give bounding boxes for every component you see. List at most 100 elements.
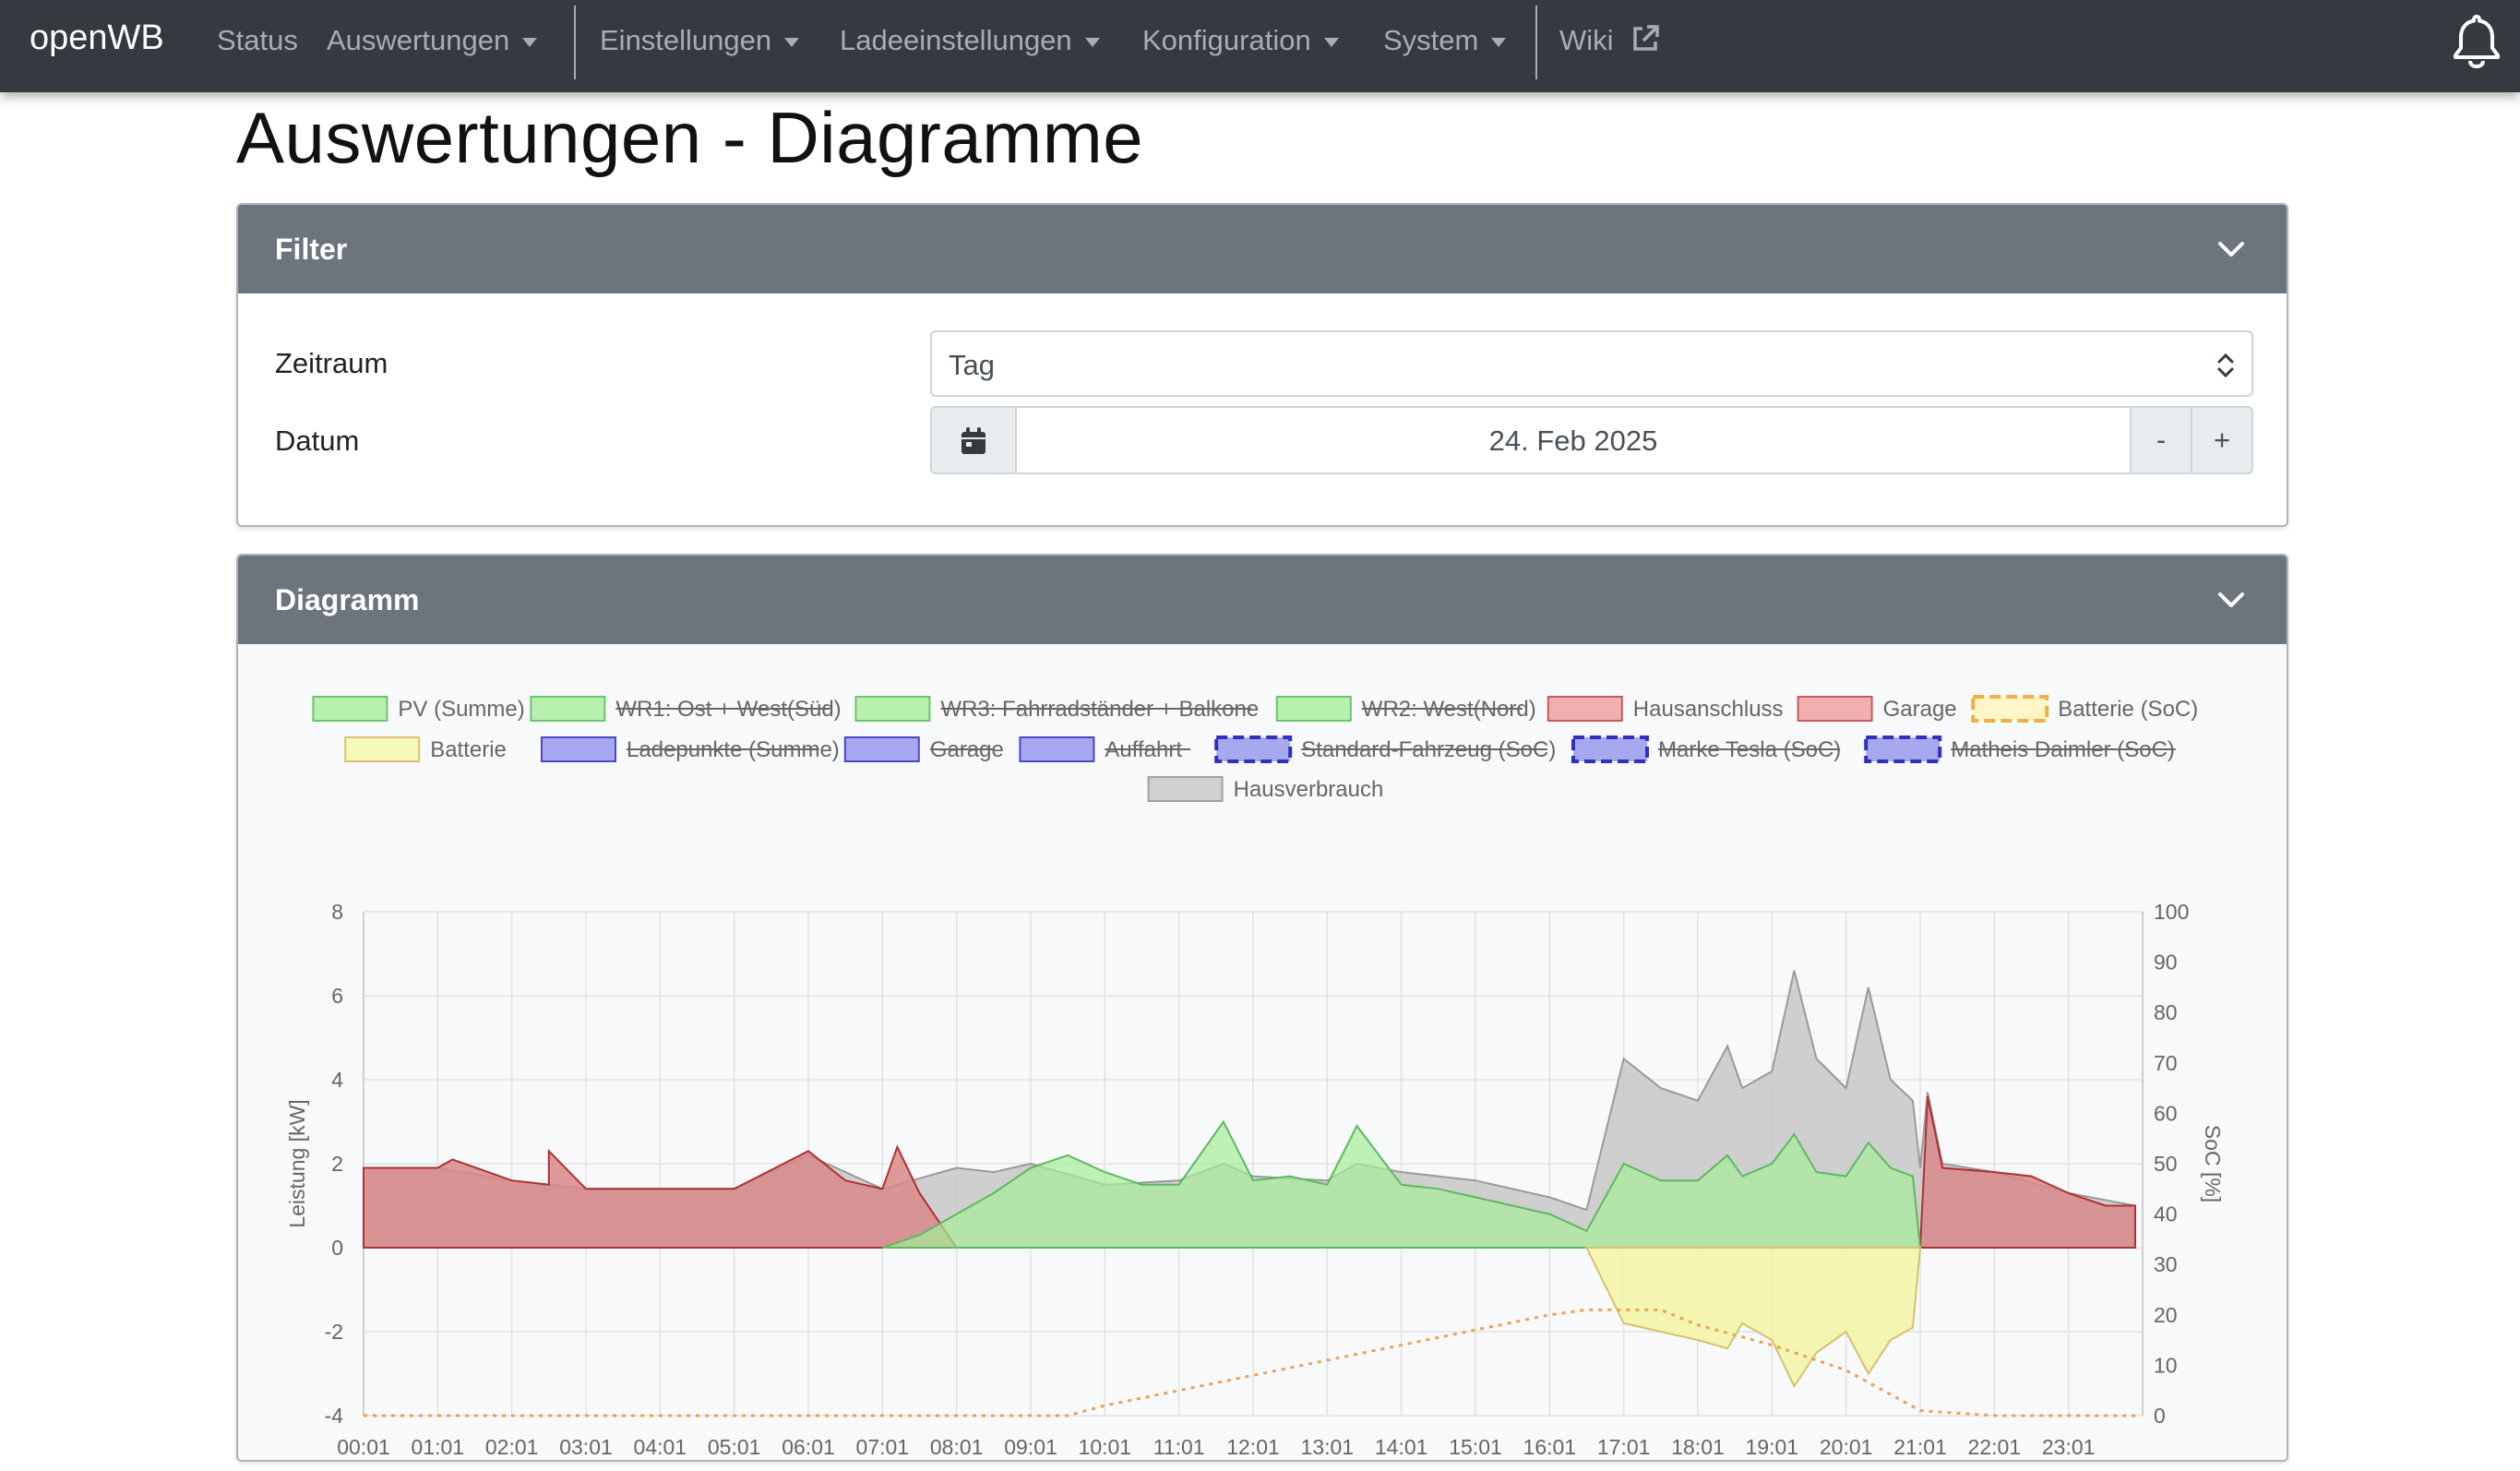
y-tick-label: 4 bbox=[331, 1068, 343, 1092]
y2-tick-label: 50 bbox=[2154, 1152, 2178, 1176]
diagram-card: Diagramm PV (Summe) WR1: Ost + West(Süd) W… bbox=[236, 554, 2288, 1462]
x-tick-label: 11:01 bbox=[1153, 1435, 1205, 1456]
legend-swatch[interactable] bbox=[312, 696, 388, 722]
legend-swatch[interactable] bbox=[1147, 776, 1224, 802]
legend-swatch[interactable] bbox=[541, 736, 616, 762]
filter-card-header[interactable]: Filter bbox=[238, 205, 2287, 293]
legend-swatch[interactable] bbox=[1571, 736, 1649, 763]
x-tick-label: 17:01 bbox=[1597, 1435, 1651, 1456]
calendar-icon bbox=[961, 427, 985, 454]
filter-card: Filter Zeitraum Tag Datum bbox=[236, 203, 2288, 527]
y-tick-label: -2 bbox=[325, 1320, 343, 1344]
y2-tick-label: 10 bbox=[2154, 1353, 2178, 1377]
x-tick-label: 18:01 bbox=[1671, 1435, 1725, 1456]
nav-wiki[interactable]: Wiki bbox=[1559, 24, 1660, 57]
filter-body: Zeitraum Tag Datum 24. Feb 2025 - + bbox=[238, 293, 2287, 525]
nav-system[interactable]: System bbox=[1383, 24, 1507, 57]
x-tick-label: 03:01 bbox=[559, 1435, 613, 1456]
date-minus-button[interactable]: - bbox=[2130, 408, 2191, 472]
datum-value[interactable]: 24. Feb 2025 bbox=[1488, 425, 1658, 457]
legend-swatch[interactable] bbox=[1864, 736, 1942, 763]
nav-einstellungen[interactable]: Einstellungen bbox=[600, 24, 800, 57]
y2-tick-label: 80 bbox=[2154, 1000, 2178, 1024]
y2-tick-label: 90 bbox=[2154, 951, 2178, 975]
legend-swatch[interactable] bbox=[1797, 696, 1873, 722]
x-tick-label: 16:01 bbox=[1523, 1435, 1577, 1456]
legend-swatch[interactable] bbox=[1547, 696, 1623, 722]
y-tick-label: 2 bbox=[331, 1152, 343, 1176]
legend-label[interactable]: Batterie bbox=[430, 737, 507, 762]
nav-separator bbox=[1535, 6, 1537, 79]
chevron-down-icon[interactable] bbox=[2213, 231, 2250, 268]
bell-icon[interactable] bbox=[2451, 13, 2502, 68]
chart-area: PV (Summe) WR1: Ost + West(Süd) WR3: Fahrr… bbox=[238, 644, 2287, 1460]
date-plus-button[interactable]: + bbox=[2191, 408, 2251, 472]
series-batterie-area bbox=[1584, 1247, 1922, 1389]
zeitraum-value: Tag bbox=[949, 349, 995, 381]
legend-swatch[interactable] bbox=[1019, 736, 1095, 762]
y2-tick-label: 100 bbox=[2154, 900, 2189, 924]
y2-axis-title: SoC [%] bbox=[2201, 1125, 2225, 1202]
caret-down-icon bbox=[1323, 37, 1339, 47]
x-tick-label: 01:01 bbox=[412, 1435, 465, 1456]
legend-swatch[interactable] bbox=[843, 736, 920, 762]
y-axis-title: Leistung [kW] bbox=[285, 1099, 309, 1227]
brand-logo[interactable]: openWB bbox=[30, 18, 164, 57]
x-tick-label: 22:01 bbox=[1968, 1435, 2022, 1456]
x-tick-label: 10:01 bbox=[1079, 1435, 1132, 1456]
x-tick-label: 23:01 bbox=[2042, 1435, 2096, 1456]
caret-down-icon bbox=[522, 37, 538, 47]
legend-swatch[interactable] bbox=[1971, 695, 2049, 723]
legend-label[interactable]: Hausverbrauch bbox=[1234, 777, 1384, 802]
x-tick-label: 02:01 bbox=[485, 1435, 539, 1456]
y2-tick-label: 40 bbox=[2154, 1202, 2178, 1226]
legend-label[interactable]: Hausanschluss bbox=[1633, 697, 1784, 722]
legend-swatch[interactable] bbox=[1275, 696, 1352, 722]
nav-status[interactable]: Status bbox=[217, 24, 298, 56]
datum-label: Datum bbox=[275, 425, 360, 457]
filter-title: Filter bbox=[275, 233, 348, 266]
legend-swatch[interactable] bbox=[530, 696, 606, 722]
y-tick-label: -4 bbox=[325, 1404, 344, 1428]
caret-down-icon bbox=[784, 37, 800, 47]
series-pv-area bbox=[882, 1119, 1922, 1249]
y-tick-label: 8 bbox=[331, 900, 343, 924]
x-tick-label: 14:01 bbox=[1375, 1435, 1428, 1456]
diagram-card-header[interactable]: Diagramm bbox=[238, 556, 2287, 644]
y2-tick-label: 70 bbox=[2154, 1051, 2178, 1075]
power-chart: PV (Summe) WR1: Ost + West(Süd) WR3: Fahrr… bbox=[285, 695, 2225, 1459]
select-arrows-icon bbox=[2217, 353, 2234, 378]
caret-down-icon bbox=[1084, 37, 1100, 47]
y-tick-label: 0 bbox=[331, 1236, 343, 1260]
legend-label[interactable]: PV (Summe) bbox=[398, 697, 524, 722]
y2-tick-label: 60 bbox=[2154, 1101, 2178, 1125]
x-tick-label: 06:01 bbox=[782, 1435, 835, 1456]
y2-tick-label: 20 bbox=[2154, 1303, 2178, 1327]
x-tick-label: 19:01 bbox=[1746, 1435, 1799, 1456]
legend-swatch[interactable] bbox=[344, 736, 421, 762]
diagram-title: Diagramm bbox=[275, 583, 420, 616]
x-tick-label: 08:01 bbox=[930, 1435, 984, 1456]
legend-swatch[interactable] bbox=[854, 696, 931, 722]
legend-label[interactable]: Batterie (SoC) bbox=[2058, 697, 2198, 722]
y-tick-label: 6 bbox=[331, 984, 343, 1008]
page-title: Auswertungen - Diagramme bbox=[236, 97, 1144, 178]
nav-konfiguration[interactable]: Konfiguration bbox=[1142, 24, 1339, 57]
datum-input-group: 24. Feb 2025 - + bbox=[930, 406, 2253, 474]
zeitraum-select[interactable]: Tag bbox=[930, 330, 2253, 397]
x-tick-label: 07:01 bbox=[856, 1435, 910, 1456]
nav-ladeeinstellungen[interactable]: Ladeeinstellungen bbox=[840, 24, 1100, 57]
legend-swatch[interactable] bbox=[1214, 736, 1293, 763]
x-tick-label: 20:01 bbox=[1820, 1435, 1873, 1456]
calendar-button[interactable] bbox=[932, 408, 1017, 472]
external-link-icon bbox=[1633, 25, 1659, 51]
x-tick-label: 04:01 bbox=[634, 1435, 687, 1456]
chevron-down-icon[interactable] bbox=[2213, 581, 2250, 618]
x-tick-label: 00:01 bbox=[337, 1435, 390, 1456]
top-navbar: openWB Status Auswertungen Einstellungen… bbox=[0, 0, 2520, 92]
y2-tick-label: 30 bbox=[2154, 1252, 2178, 1276]
x-tick-label: 09:01 bbox=[1004, 1435, 1057, 1456]
nav-auswertungen[interactable]: Auswertungen bbox=[327, 24, 538, 57]
x-tick-label: 05:01 bbox=[708, 1435, 761, 1456]
legend-label[interactable]: Garage bbox=[1883, 697, 1957, 722]
